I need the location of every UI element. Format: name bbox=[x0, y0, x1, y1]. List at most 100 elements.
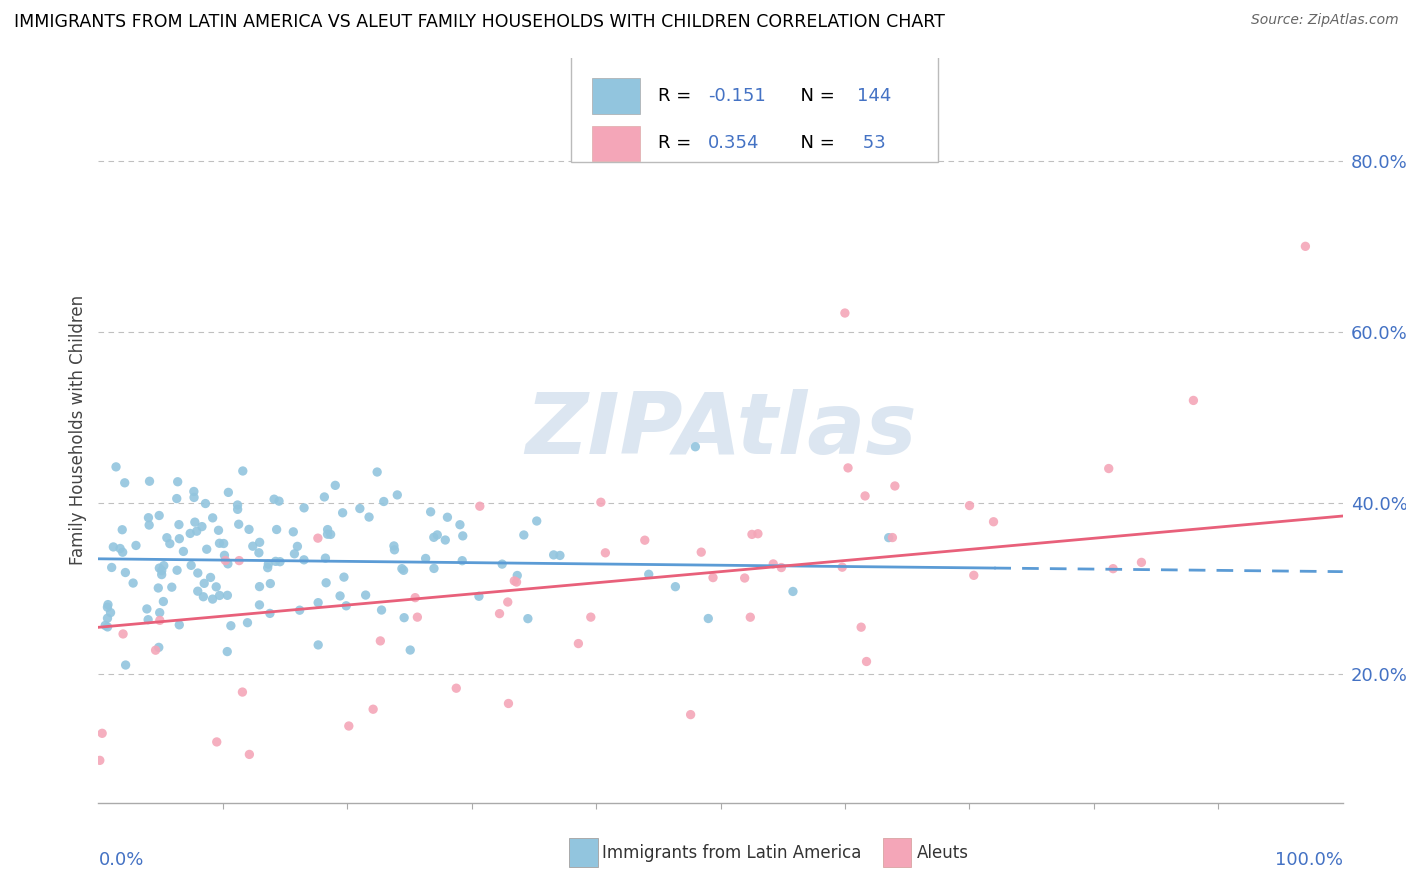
Point bbox=[193, 590, 215, 604]
Point bbox=[382, 539, 405, 553]
Point bbox=[314, 490, 336, 504]
Point bbox=[434, 533, 457, 547]
Point bbox=[329, 589, 352, 603]
Point bbox=[148, 561, 170, 575]
Point bbox=[217, 644, 239, 658]
Y-axis label: Family Households with Children: Family Households with Children bbox=[69, 295, 87, 566]
Point bbox=[160, 580, 183, 594]
Point bbox=[191, 519, 214, 533]
Point bbox=[782, 584, 804, 599]
Point bbox=[114, 658, 136, 673]
Point bbox=[877, 531, 900, 545]
Point bbox=[357, 510, 380, 524]
Point bbox=[595, 546, 617, 560]
Point bbox=[387, 488, 409, 502]
Point bbox=[249, 598, 271, 612]
Point bbox=[307, 596, 329, 610]
Point bbox=[138, 475, 160, 489]
Point bbox=[423, 561, 446, 575]
Point bbox=[415, 551, 437, 566]
Point bbox=[283, 524, 305, 539]
Point bbox=[186, 524, 208, 539]
Point bbox=[288, 603, 311, 617]
Point bbox=[217, 588, 239, 602]
Point bbox=[205, 735, 228, 749]
Point bbox=[201, 592, 224, 607]
Point bbox=[543, 548, 565, 562]
Point bbox=[236, 615, 259, 630]
Point bbox=[112, 627, 135, 641]
Point bbox=[419, 505, 441, 519]
Point bbox=[205, 580, 228, 594]
Text: -0.151: -0.151 bbox=[709, 87, 766, 105]
Point bbox=[391, 562, 413, 576]
Point bbox=[269, 555, 291, 569]
Point bbox=[156, 531, 179, 545]
Point bbox=[366, 465, 388, 479]
Point bbox=[319, 527, 342, 541]
Point bbox=[259, 607, 281, 621]
Point bbox=[247, 546, 270, 560]
Point bbox=[834, 306, 856, 320]
Point bbox=[762, 557, 785, 571]
Point bbox=[208, 536, 231, 550]
Point bbox=[741, 527, 763, 541]
Point bbox=[217, 557, 239, 571]
Bar bbox=[592, 126, 640, 161]
Point bbox=[506, 568, 529, 582]
Point bbox=[323, 478, 346, 492]
Point bbox=[89, 753, 111, 767]
Point bbox=[256, 560, 278, 574]
Point bbox=[195, 542, 218, 557]
Point bbox=[513, 528, 536, 542]
Point bbox=[837, 461, 859, 475]
Text: 0.354: 0.354 bbox=[709, 135, 759, 153]
Point bbox=[1182, 393, 1205, 408]
Point bbox=[138, 510, 160, 524]
Point bbox=[138, 518, 160, 533]
Point bbox=[179, 526, 201, 541]
Point bbox=[370, 603, 392, 617]
Text: Immigrants from Latin America: Immigrants from Latin America bbox=[602, 844, 860, 862]
Point bbox=[589, 495, 612, 509]
Point bbox=[335, 599, 357, 613]
Point bbox=[349, 501, 371, 516]
Point bbox=[166, 491, 188, 506]
Point bbox=[219, 619, 242, 633]
Point bbox=[180, 558, 202, 573]
Point bbox=[734, 571, 756, 585]
Point bbox=[125, 538, 148, 552]
Point bbox=[333, 570, 356, 584]
Point bbox=[148, 640, 170, 655]
Point bbox=[166, 475, 188, 489]
Point bbox=[292, 500, 315, 515]
Point bbox=[100, 560, 122, 574]
Point bbox=[212, 536, 235, 550]
Point bbox=[983, 515, 1005, 529]
Point bbox=[449, 517, 471, 532]
Point bbox=[226, 502, 249, 516]
Point bbox=[166, 563, 188, 577]
Point bbox=[122, 576, 145, 591]
Point bbox=[169, 532, 191, 546]
Point bbox=[370, 633, 392, 648]
Point bbox=[855, 655, 877, 669]
Point bbox=[446, 681, 468, 696]
FancyBboxPatch shape bbox=[571, 54, 938, 162]
Point bbox=[96, 620, 118, 634]
Point bbox=[238, 522, 260, 536]
Text: R =: R = bbox=[658, 87, 697, 105]
Point bbox=[149, 606, 172, 620]
Point bbox=[148, 508, 170, 523]
Point bbox=[337, 719, 360, 733]
Point bbox=[740, 610, 762, 624]
Point bbox=[194, 496, 217, 510]
Text: N =: N = bbox=[789, 135, 841, 153]
Point bbox=[451, 554, 474, 568]
Point bbox=[406, 610, 429, 624]
Point bbox=[169, 618, 191, 632]
Point bbox=[314, 551, 336, 566]
Point bbox=[853, 489, 876, 503]
Point bbox=[287, 540, 309, 554]
Point bbox=[392, 610, 415, 624]
